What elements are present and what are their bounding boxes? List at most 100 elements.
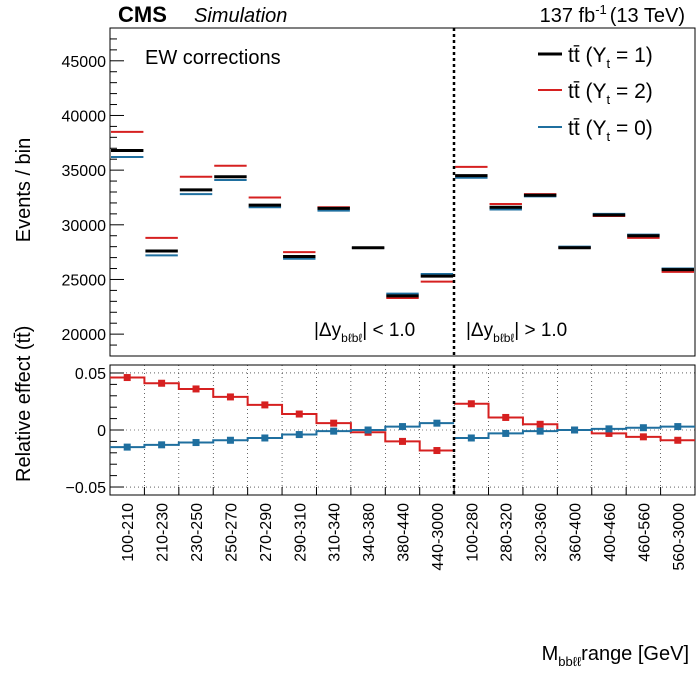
marker-yt0-14: [605, 425, 613, 433]
marker-yt2-16: [674, 436, 682, 444]
annotation-ew-corrections: EW corrections: [145, 47, 281, 69]
region-label-left-sub: bℓbℓ: [341, 331, 362, 345]
legend-label-yt2-name: tt̄ (Y: [568, 80, 607, 103]
marker-yt0-11: [502, 429, 510, 437]
legend-label-yt1-post: = 1): [610, 44, 653, 67]
marker-yt0-5: [295, 431, 303, 439]
x-tick-label-15: 460-560: [636, 503, 653, 562]
marker-yt2-1: [158, 379, 166, 387]
x-tick-label-13: 360-400: [568, 503, 585, 562]
bottom-panel-marks: [110, 374, 695, 455]
marker-yt2-2: [192, 385, 200, 393]
legend-label-yt1-name: tt̄ (Y: [568, 44, 607, 67]
header-lumi-value: 137 fb: [540, 5, 596, 27]
x-tick-label-8: 380-440: [396, 503, 413, 562]
marker-yt2-6: [330, 419, 338, 427]
legend: tt̄ (Yt = 1) tt̄ (Yt = 2) tt̄ (Yt = 0): [538, 44, 653, 144]
marker-yt2-11: [502, 413, 510, 421]
x-tick-label-7: 340-380: [361, 503, 378, 562]
x-tick-label-0: 100-210: [120, 503, 137, 562]
marker-yt2-4: [261, 401, 269, 409]
x-tick-label-6: 310-340: [327, 503, 344, 562]
region-label-right-pre: |Δy: [466, 320, 494, 341]
region-label-left: |Δybℓbℓ| < 1.0: [314, 320, 415, 345]
legend-label-yt2-sub: t: [607, 92, 611, 107]
marker-yt0-12: [536, 427, 544, 435]
marker-yt2-9: [433, 447, 441, 455]
header-tag: Simulation: [194, 5, 287, 27]
bottom-y-axis: −0.05 0 0.05: [66, 366, 124, 497]
header-experiment: CMS: [118, 2, 167, 27]
marker-yt2-14: [605, 429, 613, 437]
x-tick-label-12: 320-360: [533, 503, 550, 562]
x-axis: 100-210 210-230 230-250 250-270 270-290 290-3…: [109, 487, 688, 571]
marker-yt2-5: [295, 410, 303, 418]
x-tick-label-3: 250-270: [223, 503, 240, 562]
region-label-right: |Δybℓbℓ| > 1.0: [466, 320, 567, 345]
marker-yt0-9: [433, 419, 441, 427]
top-y-axis: 20000 25000 30000 35000 40000 45000: [62, 38, 124, 346]
region-label-left-post: | < 1.0: [362, 320, 415, 341]
legend-label-yt1: tt̄ (Yt = 1): [568, 44, 653, 71]
header-energy: (13 TeV): [610, 5, 685, 27]
top-y-tick-label-2: 30000: [62, 218, 107, 235]
x-tick-label-4: 270-290: [258, 503, 275, 562]
top-y-tick-label-5: 45000: [62, 54, 107, 71]
marker-yt0-7: [364, 426, 372, 434]
x-tick-label-9: 440-3000: [430, 503, 447, 571]
region-label-right-sub: bℓbℓ: [493, 331, 514, 345]
x-axis-title: Mbbℓℓrange [GeV]: [542, 643, 689, 669]
x-tick-label-14: 400-460: [602, 503, 619, 562]
marker-yt0-0: [123, 443, 131, 451]
header-lumi-exp: -1: [595, 2, 607, 17]
step-yt0-region-0: [110, 422, 455, 449]
marker-yt0-10: [467, 434, 475, 442]
bottom-y-tick-label-0: −0.05: [66, 480, 107, 497]
legend-label-yt2: tt̄ (Yt = 2): [568, 80, 653, 107]
top-panel-marks: [111, 130, 694, 300]
x-tick-label-5: 290-310: [292, 503, 309, 562]
marker-yt2-8: [399, 437, 406, 445]
x-axis-title-sub: bbℓℓ: [558, 654, 582, 669]
top-y-tick-label-0: 20000: [62, 327, 107, 344]
marker-yt2-12: [536, 420, 544, 428]
marker-yt2-10: [467, 400, 475, 408]
marker-yt0-4: [261, 434, 269, 442]
top-y-tick-label-1: 25000: [62, 272, 107, 289]
x-tick-label-11: 280-320: [499, 503, 516, 562]
top-y-tick-label-3: 35000: [62, 163, 107, 180]
top-y-tick-label-4: 40000: [62, 108, 107, 125]
top-y-axis-title: Events / bin: [13, 138, 35, 243]
legend-label-yt0: tt̄ (Yt = 0): [568, 117, 653, 144]
bottom-y-tick-label-2: 0.05: [75, 366, 106, 383]
x-tick-label-16: 560-3000: [671, 503, 688, 571]
step-yt2-region-0: [110, 376, 455, 452]
legend-label-yt0-name: tt̄ (Y: [568, 117, 607, 140]
legend-label-yt2-post: = 2): [610, 80, 653, 103]
marker-yt2-3: [226, 393, 234, 401]
step-yt2-region-1: [454, 402, 695, 442]
x-tick-label-10: 100-280: [464, 503, 481, 562]
marker-yt0-2: [192, 439, 200, 447]
x-tick-label-2: 230-250: [189, 503, 206, 562]
legend-label-yt1-sub: t: [607, 56, 611, 71]
x-axis-title-post: range [GeV]: [581, 643, 689, 665]
x-tick-label-1: 210-230: [155, 503, 172, 562]
region-label-left-pre: |Δy: [314, 320, 342, 341]
marker-yt0-1: [158, 441, 166, 449]
marker-yt0-13: [571, 426, 579, 434]
marker-yt0-8: [399, 423, 406, 431]
legend-label-yt0-sub: t: [607, 129, 611, 144]
legend-label-yt0-post: = 0): [610, 117, 653, 140]
x-axis-title-pre: M: [542, 643, 559, 665]
bottom-y-tick-label-1: 0: [97, 423, 106, 440]
header-lumi: 137 fb-1 (13 TeV): [540, 2, 685, 27]
marker-yt0-15: [639, 424, 647, 432]
region-label-right-post: | > 1.0: [514, 320, 567, 341]
marker-yt0-16: [674, 423, 682, 431]
bottom-y-axis-title: Relative effect (tt̄): [13, 326, 35, 482]
marker-yt2-0: [123, 374, 131, 382]
marker-yt0-3: [226, 436, 234, 444]
marker-yt0-6: [330, 427, 338, 435]
